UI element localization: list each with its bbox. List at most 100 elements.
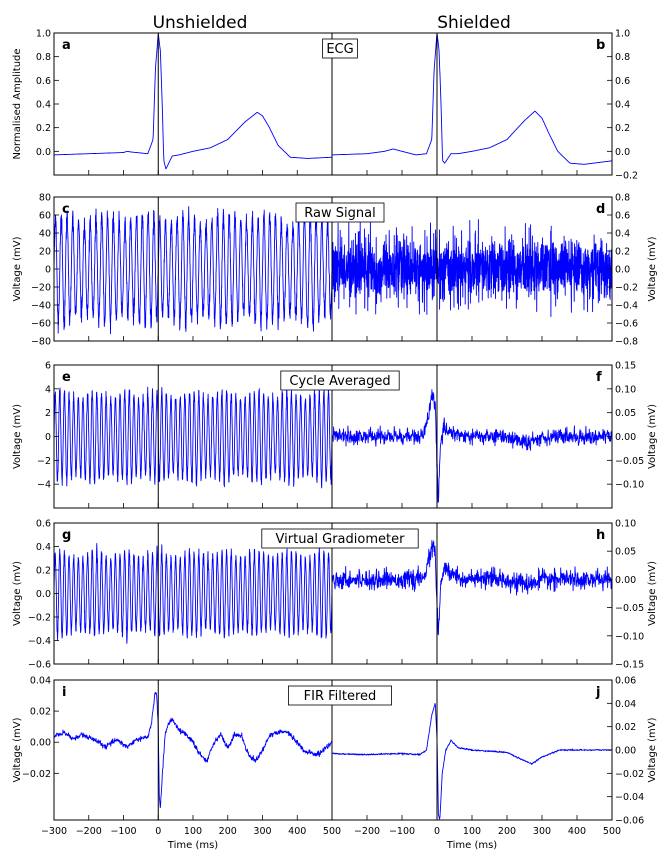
panel-title-text: Virtual Gradiometer: [276, 532, 406, 547]
ylabel-e: Voltage (mV): [12, 404, 23, 469]
ytick-label-g: 0.6: [36, 519, 51, 530]
ytick-label-d: −0.6: [615, 319, 638, 330]
ytick-label-c: 0: [45, 265, 51, 276]
ytick-label-i: 0.04: [30, 676, 51, 687]
ytick-label-b: 0.8: [615, 52, 630, 63]
panel-title-1: Raw Signal: [295, 202, 385, 223]
ytick-label-a: 0.0: [36, 147, 51, 158]
ytick-label-d: 0.8: [615, 193, 630, 204]
ylabel-d: Voltage (mV): [647, 236, 658, 301]
panel-letter-f: f: [596, 370, 602, 385]
ytick-label-b: 0.2: [615, 123, 630, 134]
ytick-label-c: 80: [39, 193, 51, 204]
panel-letter-a: a: [62, 38, 71, 53]
trace-c: [53, 206, 333, 335]
panel-title-box: [287, 685, 392, 706]
ytick-label-j: 0.00: [615, 746, 636, 757]
ytick-label-h: 0.00: [615, 575, 636, 586]
ytick-label-f: 0.10: [615, 384, 636, 395]
xtick-label-i: 400: [288, 826, 306, 837]
xtick-label-i: 300: [253, 826, 271, 837]
ytick-label-i: −0.02: [22, 769, 51, 780]
trace-i: [53, 692, 333, 809]
panel-letter-j: j: [595, 685, 600, 700]
ytick-label-c: 60: [39, 211, 51, 222]
trace-f: [331, 389, 613, 503]
ytick-label-d: 0.2: [615, 247, 630, 258]
ytick-label-d: −0.2: [615, 283, 638, 294]
panel-j: −0.06 −0.04 −0.02 0.00 0.02 0.04 0.06 −200 −100 0…: [331, 676, 658, 851]
xtick-label-j: 0: [434, 826, 440, 837]
ytick-label-h: −0.05: [615, 603, 644, 614]
panel-title-2: Cycle Averaged: [280, 370, 400, 391]
ytick-label-j: 0.06: [615, 676, 636, 687]
panel-letter-g: g: [62, 528, 71, 543]
frame-b: [331, 32, 613, 176]
ytick-label-d: 0.0: [615, 265, 630, 276]
xtick-label-j: 400: [568, 826, 586, 837]
panel-f: −0.10 −0.05 0.00 0.05 0.10 0.15 Voltage (mV) f: [331, 361, 658, 509]
ytick-label-i: 0.02: [30, 707, 51, 718]
panel-title-box: [322, 38, 358, 59]
ytick-label-g: −0.6: [28, 660, 51, 671]
panel-title-box: [280, 370, 400, 391]
ylabel-f: Voltage (mV): [647, 404, 658, 469]
ylabel-g: Voltage (mV): [12, 561, 23, 626]
xtick-label-j: 100: [463, 826, 481, 837]
ytick-label-j: 0.02: [615, 722, 636, 733]
trace-g: [53, 542, 333, 644]
trace-d: [331, 219, 613, 318]
ytick-label-b: 0.0: [615, 147, 630, 158]
xtick-label-j: 200: [498, 826, 516, 837]
panel-letter-c: c: [62, 202, 70, 217]
ylabel-j: Voltage (mV): [647, 717, 658, 782]
xtick-label-i: 500: [323, 826, 341, 837]
column-title-shielded: Shielded: [437, 13, 511, 33]
ytick-label-f: 0.00: [615, 432, 636, 443]
xtick-label-j: −100: [389, 826, 415, 837]
ytick-label-c: 40: [39, 229, 51, 240]
ytick-label-j: −0.04: [615, 792, 644, 803]
panel-letter-b: b: [596, 38, 605, 53]
panel-title-text: Cycle Averaged: [289, 374, 390, 389]
ytick-label-f: 0.05: [615, 408, 636, 419]
ytick-label-g: 0.2: [36, 566, 51, 577]
trace-h: [331, 539, 613, 636]
ytick-label-g: 0.0: [36, 589, 51, 600]
ytick-label-d: −0.4: [615, 301, 638, 312]
xlabel-j: Time (ms): [446, 840, 498, 851]
ylabel-a: Normalised Amplitude: [12, 48, 23, 159]
panel-title-4: FIR Filtered: [287, 685, 392, 706]
ytick-label-d: −0.8: [615, 337, 638, 348]
panel-title-0: ECG: [322, 38, 358, 59]
ytick-label-h: −0.15: [615, 660, 644, 671]
ytick-label-c: −80: [31, 337, 51, 348]
panel-title-text: FIR Filtered: [304, 689, 377, 704]
ytick-label-j: −0.02: [615, 769, 644, 780]
trace-a: [53, 33, 333, 170]
xtick-label-i: −300: [41, 826, 67, 837]
panel-b: −0.2 0.0 0.2 0.4 0.6 0.8 1.0 b: [331, 29, 638, 182]
ytick-label-g: −0.4: [28, 636, 51, 647]
panel-letter-h: h: [596, 528, 605, 543]
panels: 0.0 0.2 0.4 0.6 0.8 1.0 Normalised Amplitude a −…: [12, 29, 658, 852]
ytick-label-a: 0.4: [36, 100, 51, 111]
ytick-label-i: 0.00: [30, 738, 51, 749]
panel-title-box: [261, 528, 419, 549]
ytick-label-e: −4: [37, 480, 51, 491]
ytick-label-c: −20: [31, 283, 51, 294]
ytick-label-e: −2: [37, 456, 51, 467]
ytick-label-b: 1.0: [615, 29, 630, 40]
xtick-label-j: 300: [533, 826, 551, 837]
trace-j: [331, 703, 613, 820]
ytick-label-c: −60: [31, 319, 51, 330]
xlabel-i: Time (ms): [167, 840, 219, 851]
panel-title-3: Virtual Gradiometer: [261, 528, 419, 549]
ylabel-i: Voltage (mV): [12, 717, 23, 782]
panel-title-box: [295, 202, 385, 223]
ytick-label-c: −40: [31, 301, 51, 312]
ytick-label-b: −0.2: [615, 171, 638, 182]
xtick-label-i: −100: [110, 826, 136, 837]
panel-d: −0.8 −0.6 −0.4 −0.2 0.0 0.2 0.4 0.6 0.8 Voltage (…: [331, 193, 658, 348]
ytick-label-a: 0.8: [36, 52, 51, 63]
